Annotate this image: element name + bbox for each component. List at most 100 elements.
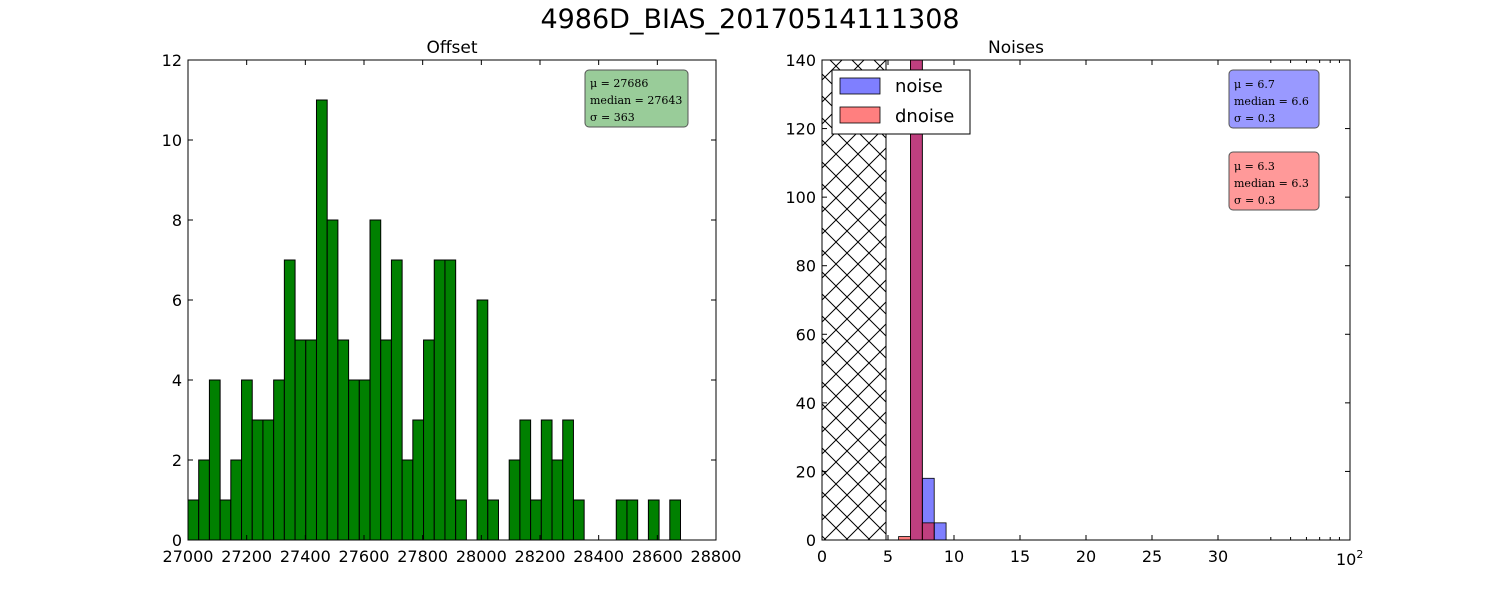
offset-stats-box-bg [584,69,689,128]
offset-bar [647,499,660,540]
dnoise-stat-median: median = 6.3 [1234,177,1309,190]
offset-x-tick-label: 28600 [632,547,683,566]
offset-y-tick-label: 2 [172,451,182,470]
dnoise-bar [898,536,911,540]
offset-bar [358,379,371,540]
offset-y-tick-label: 8 [172,211,182,230]
noises-y-tick-label: 120 [785,120,816,139]
offset-bar [294,339,307,540]
dnoise-stat-mean: μ = 6.3 [1234,160,1275,173]
noise-bar [933,522,947,540]
offset-x-tick-label: 27800 [397,547,448,566]
offset-bar [208,379,221,540]
offset-bar [669,499,682,540]
offset-bar [626,499,639,540]
offset-bar [369,219,382,540]
noise-stat-median: median = 6.6 [1234,95,1309,108]
noises-y-tick-label: 20 [796,462,816,481]
offset-x-tick-label: 28200 [515,547,566,566]
offset-stat-mean: μ = 27686 [590,77,648,90]
offset-x-tick-label: 28000 [456,547,507,566]
offset-x-tick-label: 27200 [221,547,272,566]
offset-bar [273,379,285,540]
dnoise-bar [921,522,935,540]
offset-x-tick-label: 27000 [163,547,214,566]
offset-bar [283,259,296,540]
noises-y-tick-label: 0 [806,531,816,550]
dnoise-stats-box: μ = 6.3 median = 6.3 σ = 0.3 [1228,151,1320,211]
offset-bar [487,499,499,540]
offset-y-tick-label: 0 [172,531,182,550]
noises-x-tick-label: 0 [817,547,827,566]
noises-x-axis: 0 5 10 15 20 25 30 [817,60,1340,566]
noise-stats-box-bg [1228,69,1320,129]
noises-plot-area [822,60,1350,540]
offset-bar [401,459,414,540]
figure-title: 4986D_BIAS_20170514111308 [540,4,960,35]
offset-bar [348,379,360,540]
noises-panel-title: Noises [988,38,1044,58]
noises-x-tick-label: 15 [1010,547,1030,566]
noises-y-tick-label: 100 [785,188,816,207]
offset-bar [455,499,467,540]
offset-bar [188,499,200,540]
offset-histogram-panel: Offset 27000 27200 27400 27600 27800 28000 282… [162,38,742,566]
legend-swatch-noise [839,77,881,95]
noises-x-tick-label: 5 [883,547,893,566]
noise-stat-sigma: σ = 0.3 [1234,112,1275,125]
offset-bar [326,219,339,540]
offset-stat-sigma: σ = 363 [590,111,635,124]
offset-bar [508,459,521,540]
x-axis-end-label: 102 [1336,548,1363,569]
offset-bar [412,419,425,540]
noises-bars [898,60,947,540]
noises-histogram-panel: Noises 0 5 10 15 20 25 30 0 20 40 60 80 100 120 140 1… [785,38,1363,569]
offset-bar [519,419,532,540]
offset-bar [530,499,542,540]
offset-stats-box: μ = 27686 median = 27643 σ = 363 [584,69,689,128]
offset-bar [476,299,489,540]
offset-bar [390,259,403,540]
offset-bar [219,499,232,540]
noises-y-axis: 0 20 40 60 80 100 120 140 [785,51,1350,550]
offset-bar [230,459,243,540]
offset-x-axis: 27000 27200 27400 27600 27800 28000 28200 28400… [163,60,742,566]
offset-bar [433,259,446,540]
offset-bar [562,419,574,540]
offset-bar [572,499,585,540]
noises-y-tick-label: 140 [785,51,816,70]
noises-x-tick-label: 20 [1076,547,1096,566]
offset-bar [241,379,253,540]
offset-bar [551,459,564,540]
offset-bar [380,339,392,540]
offset-bars [188,99,682,540]
offset-y-axis: 0 2 4 6 8 10 12 [162,51,716,550]
noise-stat-mean: μ = 6.7 [1234,78,1275,91]
offset-x-tick-label: 27600 [339,547,390,566]
offset-x-tick-label: 28400 [573,547,624,566]
noises-y-tick-label: 40 [796,394,816,413]
legend-label-dnoise: dnoise [895,106,954,127]
offset-y-tick-label: 4 [172,371,182,390]
offset-bar [305,339,317,540]
offset-bar [251,419,264,540]
hatched-region [821,59,887,541]
noises-x-tick-label: 30 [1208,547,1228,566]
dnoise-stat-sigma: σ = 0.3 [1234,194,1275,207]
noise-stats-box: μ = 6.7 median = 6.6 σ = 0.3 [1228,69,1320,129]
noises-y-tick-label: 60 [796,325,816,344]
offset-y-tick-label: 12 [162,51,182,70]
legend-label-noise: noise [895,76,943,97]
offset-x-tick-label: 28800 [691,547,742,566]
offset-y-tick-label: 10 [162,131,182,150]
offset-bar [444,259,457,540]
noises-legend: noise dnoise [831,69,971,135]
noises-x-tick-label: 25 [1142,547,1162,566]
dnoise-bar [910,60,923,540]
offset-bar [262,419,275,540]
dnoise-stats-box-bg [1228,151,1320,211]
offset-bar [615,499,628,540]
offset-stat-median: median = 27643 [590,94,682,107]
offset-bar [540,419,553,540]
